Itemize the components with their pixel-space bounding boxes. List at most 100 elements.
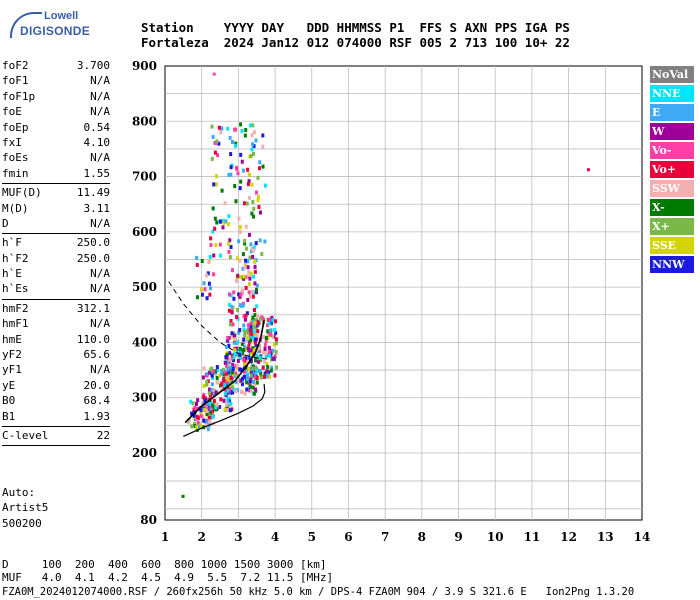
echo-point — [203, 402, 207, 407]
echo-point — [261, 164, 265, 169]
param-row: fxI 4.10 — [2, 135, 110, 150]
echo-point — [238, 303, 242, 308]
echo-point — [245, 377, 249, 382]
echo-point — [210, 371, 214, 376]
echo-point — [254, 358, 258, 363]
muf-value-row: MUF 4.0 4.1 4.2 4.5 4.9 5.5 7.2 11.5 [MH… — [2, 571, 334, 584]
echo-point — [238, 274, 242, 279]
echo-point — [194, 401, 198, 406]
echo-point — [190, 424, 194, 429]
echo-point — [257, 346, 261, 351]
echo-point — [196, 420, 200, 425]
echo-point — [193, 424, 197, 429]
echo-point — [247, 270, 251, 275]
param-name: fxI — [2, 135, 22, 149]
echo-point — [253, 340, 257, 345]
echo-point — [275, 365, 279, 370]
echo-point — [251, 348, 255, 353]
echo-point — [228, 322, 232, 327]
echo-point — [211, 134, 215, 139]
echo-point — [229, 401, 233, 406]
y-tick-label: 200 — [132, 446, 157, 460]
echo-point — [251, 385, 255, 390]
echo-point — [253, 312, 257, 317]
echo-point — [223, 370, 227, 375]
echo-point — [233, 348, 237, 353]
y-tick-label: 800 — [132, 114, 157, 128]
echo-point — [251, 318, 255, 323]
echo-point — [251, 199, 255, 204]
echo-point — [252, 329, 256, 334]
echo-point — [212, 391, 216, 396]
y-tick-label: 400 — [132, 335, 157, 349]
echo-point — [247, 179, 251, 184]
legend-entry: Vo+ — [650, 161, 694, 178]
echo-point — [228, 135, 232, 140]
echo-point — [249, 388, 253, 393]
echo-point — [232, 296, 236, 301]
echo-point — [255, 354, 259, 359]
echo-point — [207, 391, 211, 396]
echo-point — [255, 333, 259, 338]
echo-point — [245, 359, 249, 364]
echo-point — [244, 285, 248, 290]
echo-point — [195, 414, 199, 419]
echo-point — [239, 122, 243, 127]
param-value: 110.0 — [76, 332, 110, 346]
x-tick-label: 7 — [381, 530, 389, 544]
echo-point — [231, 268, 235, 273]
echo-point — [239, 348, 243, 353]
param-value: 20.0 — [83, 378, 111, 392]
param-name: h`F2 — [2, 251, 29, 265]
echo-point — [243, 391, 247, 396]
echo-point — [222, 367, 226, 372]
echo-point — [245, 275, 249, 280]
echo-point — [208, 419, 212, 424]
echo-point — [224, 344, 228, 349]
param-name: hmE — [2, 332, 22, 346]
y-tick-label: 900 — [132, 59, 157, 73]
echo-point — [243, 265, 247, 270]
echo-point — [254, 344, 258, 349]
echo-point — [243, 241, 247, 246]
echo-point — [225, 364, 229, 369]
echo-point — [247, 172, 251, 177]
echo-point — [262, 359, 266, 364]
echo-point — [219, 397, 223, 402]
echo-point — [252, 325, 256, 330]
param-row: foF1 N/A — [2, 73, 110, 88]
echo-point — [201, 375, 205, 380]
echo-point — [231, 367, 235, 372]
param-separator — [2, 183, 110, 185]
echo-point — [224, 388, 228, 393]
echo-point — [249, 334, 253, 339]
x-tick-label: 12 — [560, 530, 577, 544]
echo-point — [234, 141, 238, 146]
echo-point — [210, 382, 214, 387]
echo-point — [208, 370, 212, 375]
echo-point — [266, 329, 270, 334]
echo-point — [238, 186, 242, 191]
echo-point — [258, 160, 262, 165]
echo-point — [214, 182, 218, 187]
echo-point — [256, 349, 260, 354]
param-name: hmF2 — [2, 301, 29, 315]
echo-point — [231, 322, 235, 327]
echo-point — [248, 294, 252, 299]
echo-point — [242, 344, 246, 349]
echo-point — [233, 373, 237, 378]
echo-point — [246, 182, 250, 187]
echo-point — [220, 188, 224, 193]
echo-point — [233, 351, 237, 356]
param-value: N/A — [90, 89, 110, 103]
echo-point — [240, 159, 244, 164]
echo-point — [252, 214, 256, 219]
echo-point — [201, 395, 205, 400]
echo-point — [203, 407, 207, 412]
param-row: h`Es N/A — [2, 281, 110, 296]
echo-point — [257, 166, 261, 171]
param-name: fmin — [2, 166, 29, 180]
echo-point — [245, 201, 249, 206]
echo-point — [209, 415, 213, 420]
echo-point — [234, 143, 238, 148]
